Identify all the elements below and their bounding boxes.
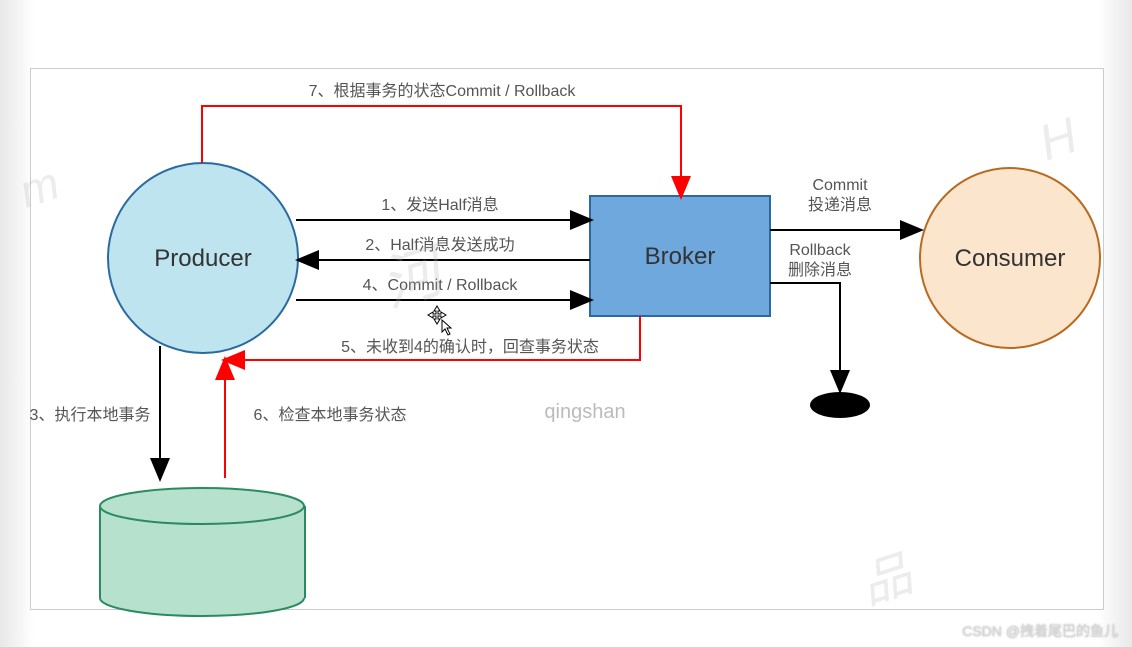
diagram-canvas: Producer Broker Consumer 7、根据事务的状态Commit… [0,0,1132,647]
sink-node [810,392,870,418]
footer-attribution: CSDN @拽着尾巴的鱼儿 [962,621,1118,641]
edge-label-e5: 5、未收到4的确认时，回查事务状态 [341,338,599,356]
extra-label-0: 投递消息 [808,196,872,214]
edge-label-e7: 7、根据事务的状态Commit / Rollback [309,82,577,100]
edge-erollback [770,283,840,390]
edge-label-e4: 4、Commit / Rollback [363,277,519,294]
producer-label: Producer [154,245,251,272]
edge-label-e1: 1、发送Half消息 [381,196,498,214]
edge-label-e3l: 3、执行本地事务 [30,406,151,424]
edge-label-ecommit: Commit [812,177,868,194]
edge-label-e6: 6、检查本地事务状态 [254,406,407,424]
edge-label-e2: 2、Half消息发送成功 [365,236,514,254]
edge-label-erollback: Rollback [789,242,851,259]
move-cursor-icon [428,306,451,335]
broker-label: Broker [645,243,716,270]
edge-e7 [202,106,681,196]
db-node [100,488,305,616]
extra-label-1: 删除消息 [788,261,852,279]
consumer-label: Consumer [955,245,1066,272]
watermark-center: qingshan [544,401,625,423]
